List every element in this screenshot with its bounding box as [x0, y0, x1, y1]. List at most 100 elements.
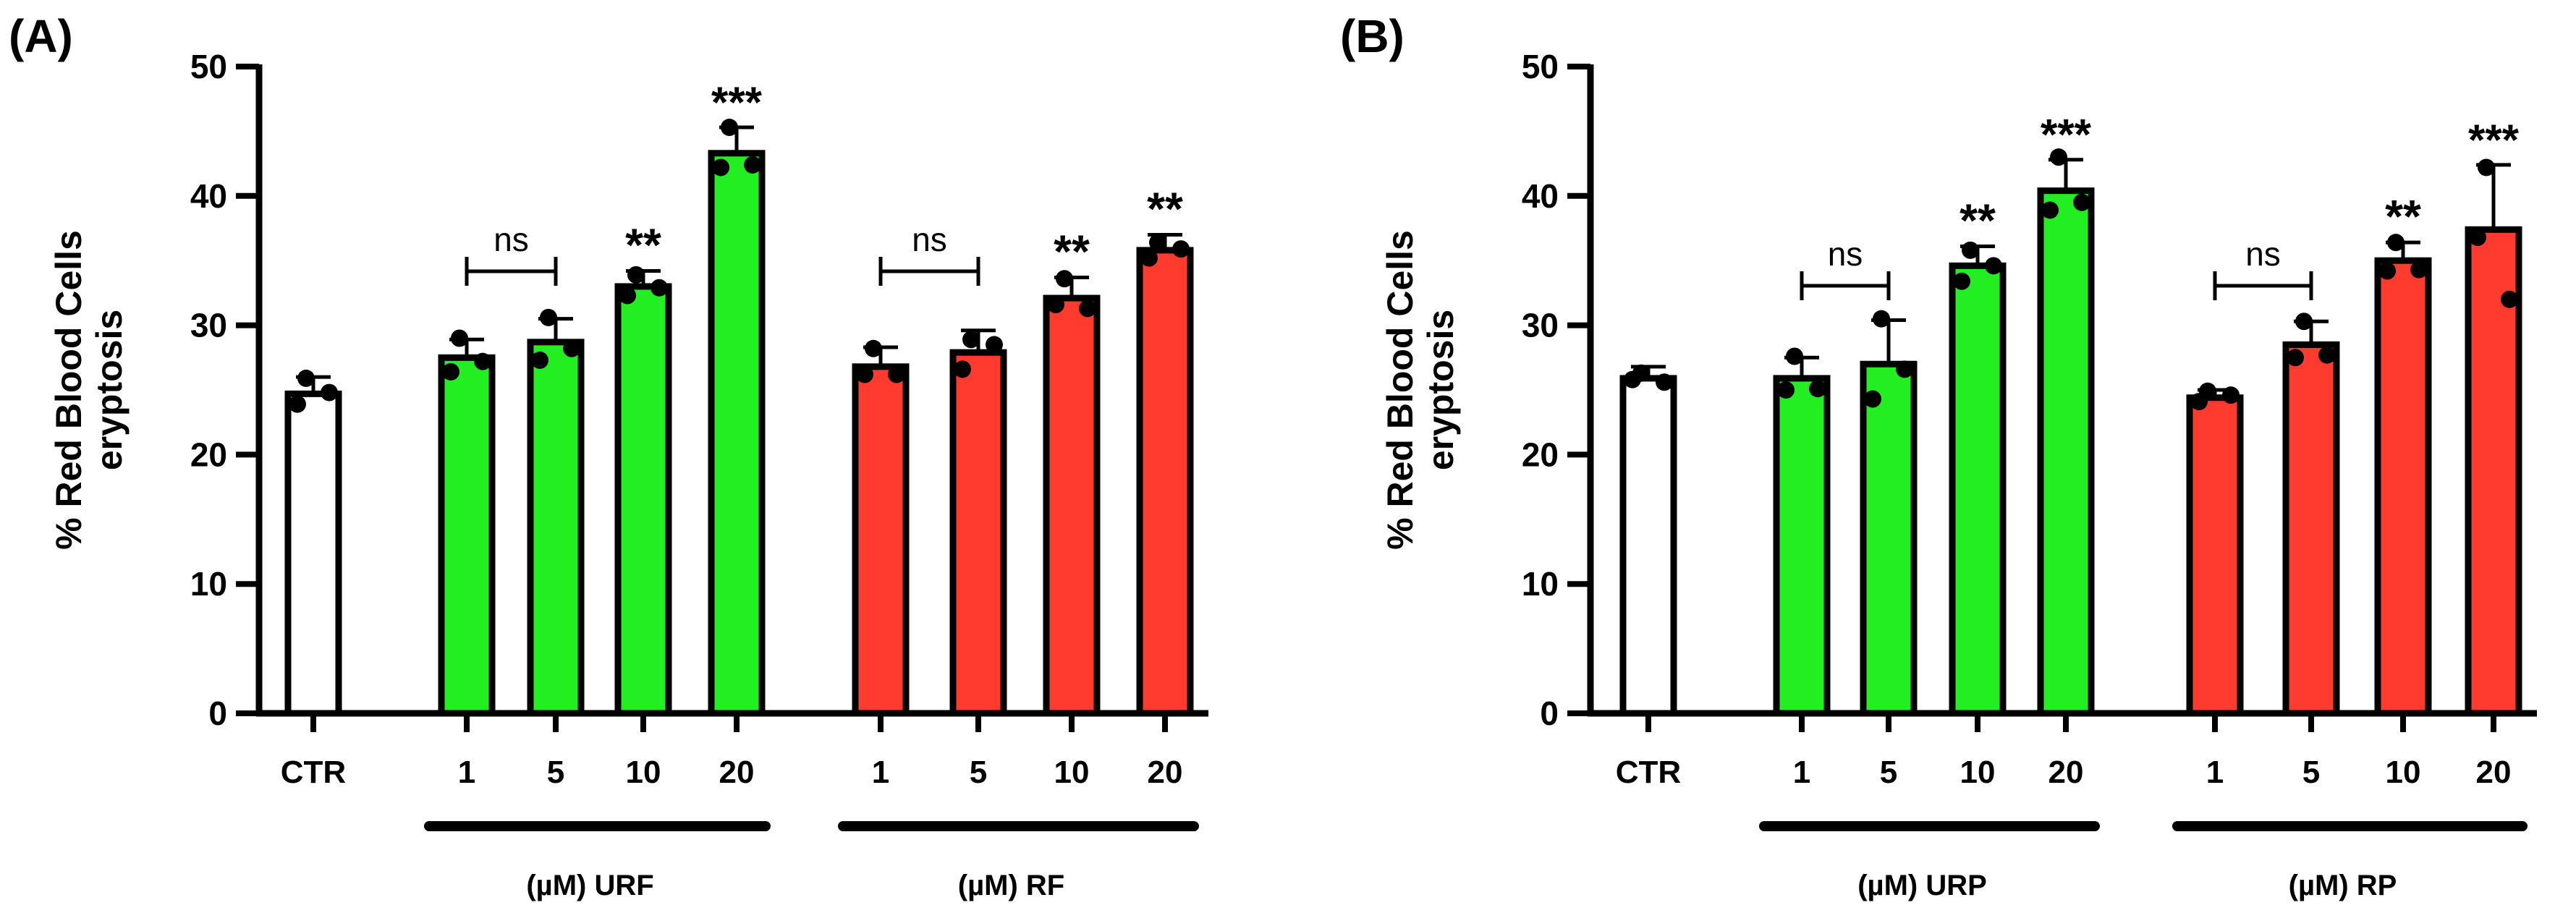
- bar: [852, 363, 910, 717]
- x-category-label: 20: [1148, 755, 1183, 790]
- x-category-label: 1: [872, 755, 889, 790]
- y-tick-label: 0: [208, 695, 227, 732]
- data-point: [2469, 229, 2486, 247]
- data-point: [1953, 272, 1970, 290]
- significance-label: **: [625, 219, 661, 271]
- data-point: [451, 329, 468, 347]
- data-point: [2501, 290, 2518, 308]
- significance-label: **: [1054, 225, 1090, 277]
- significance-label: **: [2385, 190, 2421, 242]
- data-point: [1656, 373, 1673, 391]
- ns-label: ns: [912, 221, 947, 258]
- y-tick-label: 20: [1522, 436, 1559, 473]
- y-axis-title-line1: % Red Blood Cells: [1380, 230, 1420, 550]
- group-label: (µM) URP: [1857, 870, 1987, 901]
- data-point: [1172, 240, 1190, 258]
- data-point: [1624, 370, 1641, 388]
- ns-label: ns: [2245, 235, 2281, 273]
- data-point: [744, 156, 761, 174]
- data-point: [627, 266, 645, 284]
- y-axis-title-line2: eryptosis: [89, 310, 130, 470]
- data-point: [954, 360, 971, 378]
- x-category-label: 5: [2302, 755, 2320, 790]
- data-point: [297, 369, 315, 387]
- x-category-label: 1: [2206, 755, 2224, 790]
- data-point: [2378, 262, 2396, 280]
- x-category-label: 10: [1054, 755, 1090, 790]
- data-point: [1777, 381, 1795, 399]
- x-category-label: 20: [2048, 755, 2084, 790]
- data-point: [1896, 360, 1913, 378]
- data-point: [2287, 349, 2304, 367]
- y-axis-title-line1: % Red Blood Cells: [48, 230, 89, 550]
- data-point: [1873, 310, 1890, 328]
- bar: [1860, 360, 1918, 717]
- significance-label: **: [1147, 182, 1183, 234]
- x-category-label: CTR: [281, 755, 346, 790]
- data-point: [442, 362, 459, 381]
- y-tick-label: 0: [1540, 695, 1559, 732]
- y-tick-label: 30: [190, 307, 227, 344]
- bar: [2374, 257, 2432, 717]
- y-axis-title-line2: eryptosis: [1420, 310, 1461, 470]
- panel-a: (A) % Red Blood Cellseryptosis 0 10 20 30 40 50…: [9, 10, 1208, 901]
- x-category-label: 5: [1880, 755, 1897, 790]
- data-point: [2050, 148, 2067, 166]
- data-point: [2387, 234, 2405, 252]
- data-point: [474, 352, 491, 370]
- data-point: [651, 279, 668, 297]
- bar: [1773, 375, 1831, 717]
- data-point: [563, 339, 580, 357]
- bar: [1949, 262, 2007, 717]
- bar: [1043, 294, 1101, 717]
- x-category-label: 20: [719, 755, 755, 790]
- data-point: [1786, 347, 1803, 365]
- x-category-label: 5: [547, 755, 564, 790]
- y-tick-label: 50: [1522, 48, 1559, 85]
- ns-bracket: ns: [878, 221, 980, 286]
- significance-label: **: [1959, 195, 1996, 247]
- y-tick-label: 50: [190, 48, 227, 85]
- data-point: [2073, 193, 2090, 211]
- x-category-label: 5: [970, 755, 987, 790]
- x-category-label: 20: [2476, 755, 2512, 790]
- y-tick-label: 10: [190, 565, 227, 603]
- y-tick-label: 40: [1522, 177, 1559, 215]
- y-tick-label: 40: [190, 177, 227, 215]
- y-tick-label: 20: [190, 436, 227, 473]
- data-point: [2478, 158, 2495, 177]
- data-point: [1047, 295, 1064, 313]
- data-point: [1985, 257, 2002, 275]
- data-point: [1140, 249, 1158, 267]
- data-point: [531, 351, 548, 369]
- x-category-label: 10: [2386, 755, 2421, 790]
- ns-bracket: ns: [465, 221, 558, 286]
- data-point: [986, 336, 1003, 354]
- data-point: [721, 119, 738, 137]
- data-point: [1149, 234, 1166, 252]
- bar: [708, 150, 766, 717]
- data-point: [888, 365, 905, 383]
- significance-label: ***: [2468, 116, 2520, 164]
- bar: [2037, 187, 2095, 717]
- data-point: [962, 331, 980, 349]
- data-point: [1962, 241, 1979, 259]
- bar: [527, 339, 585, 717]
- ns-label: ns: [493, 221, 529, 258]
- x-category-label: 1: [1793, 755, 1810, 790]
- bar: [949, 349, 1007, 717]
- bar: [1136, 247, 1194, 717]
- panel-label: (A): [9, 10, 73, 62]
- x-category-label: 10: [1960, 755, 1996, 790]
- bar: [438, 354, 496, 717]
- y-axis-title: % Red Blood Cellseryptosis: [1380, 230, 1461, 550]
- data-point: [1079, 300, 1096, 318]
- bar: [2282, 341, 2340, 717]
- group-label: (µM) URF: [526, 870, 653, 901]
- panel-label: (B): [1340, 10, 1404, 62]
- data-point: [712, 158, 729, 177]
- bar: [2186, 394, 2244, 717]
- x-category-label: 10: [626, 755, 661, 790]
- data-point: [856, 365, 873, 383]
